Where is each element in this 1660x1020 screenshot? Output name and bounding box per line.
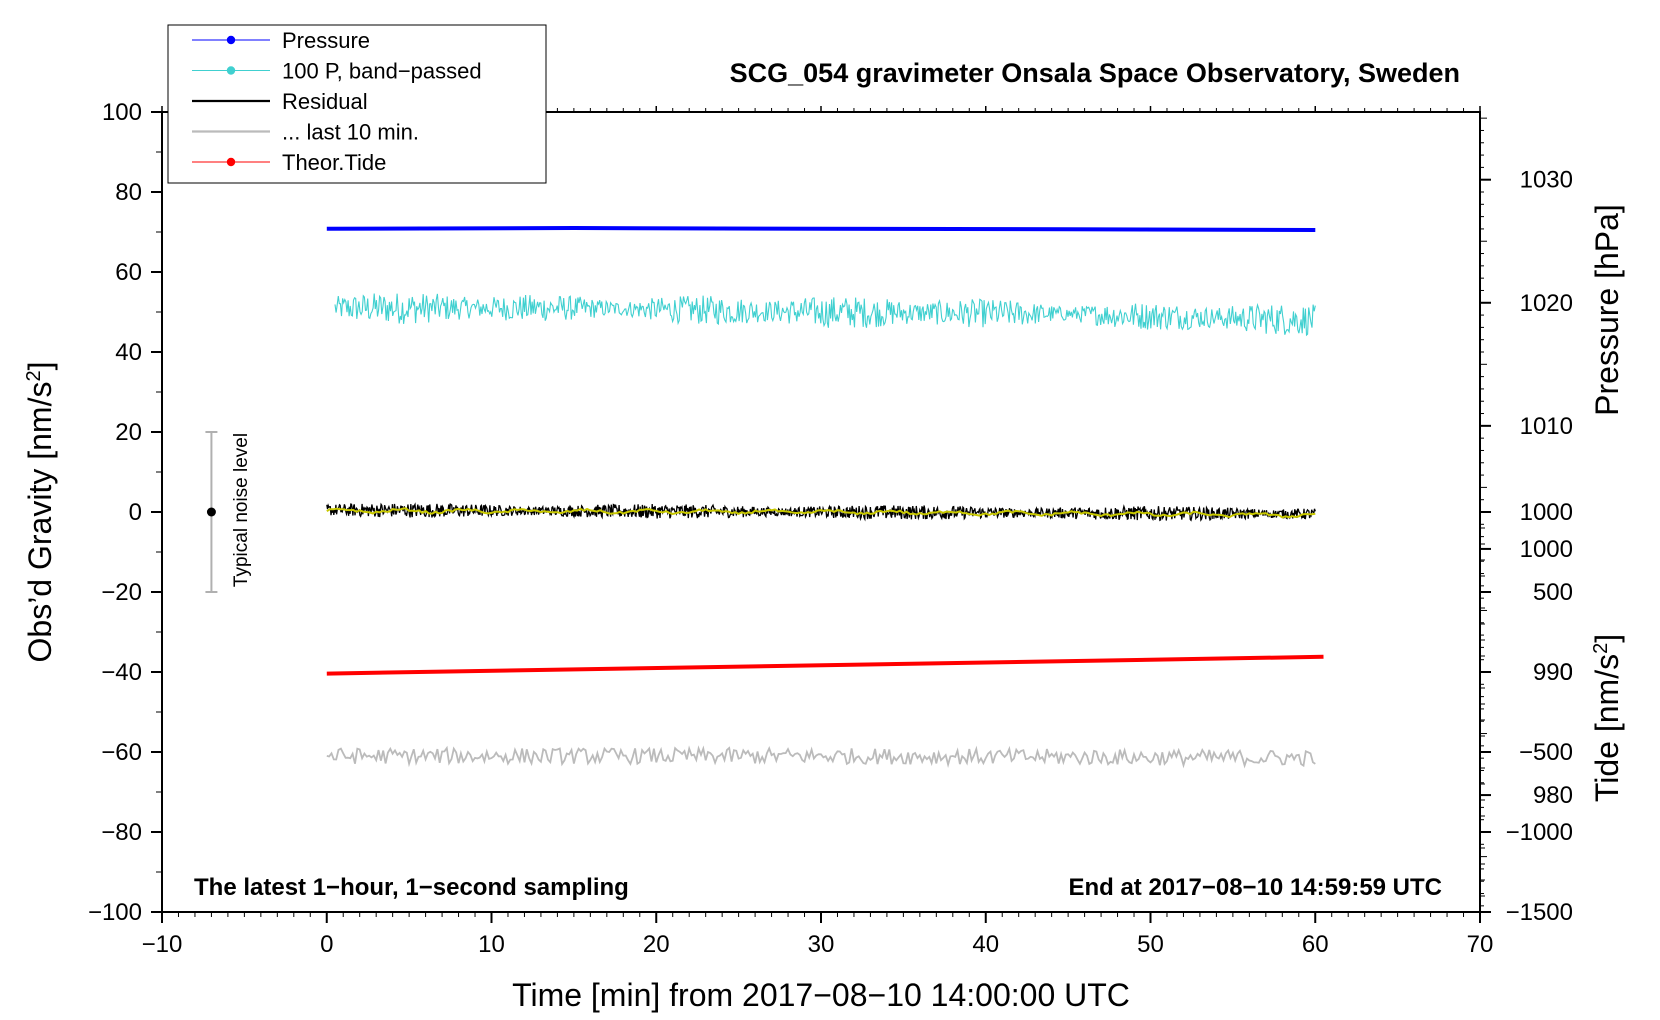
legend-items: Pressure 100 P, band−passed Residual ... la… (192, 28, 482, 175)
legend-label: 100 P, band−passed (282, 59, 482, 84)
x-tick-label: 20 (643, 931, 670, 958)
x-tick-label: 60 (1302, 931, 1329, 958)
y-tick-label: −40 (101, 659, 142, 686)
x-tick-label: 70 (1467, 931, 1494, 958)
legend-swatch-dot (226, 157, 236, 167)
legend-label: Theor.Tide (282, 150, 386, 175)
tide-tick-label: 1000 (1520, 499, 1573, 526)
residual-line (326, 502, 1316, 522)
noise-level-bar (205, 431, 218, 593)
y-tick-label: 80 (115, 179, 142, 206)
legend-swatch-dot (226, 35, 236, 45)
plot-series (326, 225, 1324, 769)
legend-box (167, 24, 547, 184)
y-tick-label: 20 (115, 419, 142, 446)
noise-level-label: Typical noise level (231, 433, 252, 587)
tide-axis-label-text: Tide [nm/s (1589, 654, 1625, 802)
x-tick-label: 10 (478, 931, 505, 958)
tide-tick-label: −500 (1519, 739, 1573, 766)
y-tick-label: 40 (115, 339, 142, 366)
tide-axis-label-close: ] (1589, 634, 1625, 643)
legend-label: ... last 10 min. (282, 120, 419, 145)
x-tick-label: 30 (808, 931, 835, 958)
x-tick-label: 40 (972, 931, 999, 958)
pressure-axis-label: Pressure [hPa] (1589, 204, 1625, 416)
tide-tick-label: 500 (1533, 579, 1573, 606)
noise-bar-center-dot (206, 507, 216, 517)
residual-smoothed-line (326, 507, 1316, 519)
pressure-tick-label: 1000 (1520, 536, 1573, 563)
x-tick-label: −10 (142, 931, 183, 958)
y-tick-label: −60 (101, 739, 142, 766)
y-tick-label: 60 (115, 259, 142, 286)
y-axis-left-label-sup: 2 (23, 370, 45, 381)
pressure-line (326, 225, 1316, 232)
y-axis-left: 100 80 60 40 20 0 −20 −40 −60 −80 −100 (88, 99, 162, 926)
pressure-tick-label: 1020 (1520, 290, 1573, 317)
pressure-tick-label: 1010 (1520, 413, 1573, 440)
legend-swatch-dot (226, 66, 236, 75)
y-tick-label: −100 (88, 899, 142, 926)
tide-tick-label: −1500 (1506, 899, 1573, 926)
annotation-right: End at 2017−08−10 14:59:59 UTC (1068, 874, 1442, 901)
pressure-tick-label: 980 (1533, 782, 1573, 809)
y-axis-tide: 1000 500 0 −500 −1000 −1500 (1480, 499, 1573, 926)
legend: Pressure 100 P, band−passed Residual ... la… (167, 24, 547, 184)
y-axis-left-label-close: ] (22, 362, 58, 371)
annotation-left: The latest 1−hour, 1−second sampling (194, 874, 629, 901)
last-10-min-line (326, 745, 1316, 769)
y-axis-pressure: 1030 1020 1010 1000 990 980 (1480, 117, 1573, 907)
y-tick-label: 0 (129, 499, 142, 526)
pressure-tick-label: 1030 (1520, 167, 1573, 194)
x-tick-label: 0 (320, 931, 333, 958)
x-axis: −10 0 10 20 30 40 50 60 70 (142, 106, 1494, 958)
y-axis-left-label: Obs’d Gravity [nm/s2] (22, 362, 58, 663)
y-tick-label: 100 (102, 99, 142, 126)
y-axis-left-label-text: Obs’d Gravity [nm/s (22, 382, 58, 663)
x-tick-label: 50 (1137, 931, 1164, 958)
tide-tick-label: 0 (1560, 659, 1573, 686)
legend-label: Residual (282, 89, 368, 114)
x-axis-label: Time [min] from 2017−08−10 14:00:00 UTC (512, 977, 1130, 1013)
theoretical-tide-line (326, 654, 1324, 676)
tide-axis-label-sup: 2 (1590, 643, 1612, 654)
pressure-tick-label: 990 (1533, 659, 1573, 686)
y-tick-label: −20 (101, 579, 142, 606)
tide-axis-label: Tide [nm/s2] (1589, 634, 1625, 802)
chart-title: SCG_054 gravimeter Onsala Space Observat… (730, 58, 1460, 88)
legend-label: Pressure (282, 28, 370, 53)
tide-tick-label: −1000 (1506, 819, 1573, 846)
y-tick-label: −80 (101, 819, 142, 846)
band-passed-pressure-line (334, 293, 1316, 337)
